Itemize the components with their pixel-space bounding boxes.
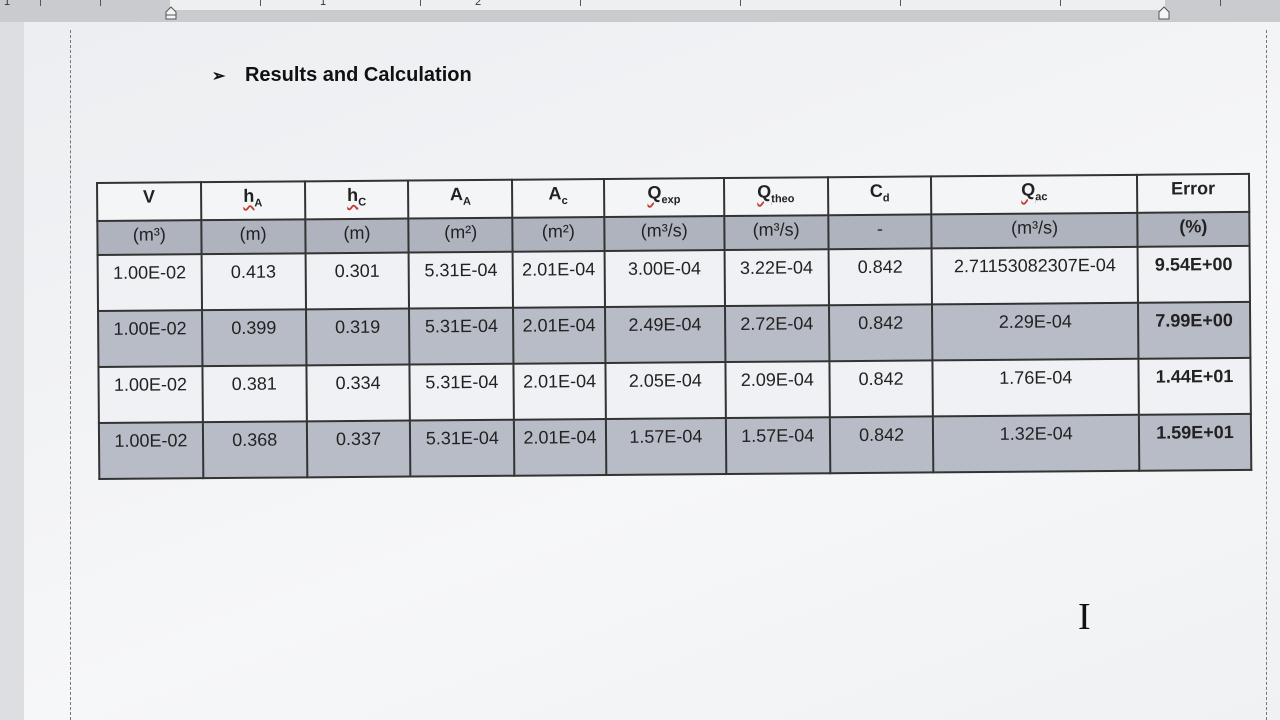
table-cell: 3.22E-04: [724, 249, 829, 307]
unit-cell: -: [827, 214, 932, 250]
table-cell: 2.01E-04: [513, 307, 606, 364]
ruler-tick: [40, 0, 41, 6]
table-row: 1.00E-02 0.368 0.337 5.31E-04 2.01E-04 1…: [98, 413, 1252, 479]
table-cell: 0.301: [305, 252, 410, 310]
table-cell: 1.57E-04: [605, 418, 727, 476]
table-cell: 1.76E-04: [932, 358, 1139, 417]
unit-cell: (m²): [408, 217, 513, 253]
ruler-tick: [900, 0, 901, 6]
table-cell: 0.842: [829, 360, 934, 418]
ruler-tick: [420, 0, 421, 6]
table-cell: 2.72E-04: [724, 305, 830, 363]
header-cell: AA: [408, 179, 513, 219]
table-cell: 1.00E-02: [98, 366, 203, 423]
table-row: 1.00E-02 0.381 0.334 5.31E-04 2.01E-04 2…: [98, 357, 1251, 423]
table-cell: 5.31E-04: [408, 251, 514, 309]
section-heading: ➢ Results and Calculation: [212, 64, 472, 87]
ruler-tick: [260, 0, 261, 6]
table-cell: 0.381: [202, 365, 307, 423]
header-cell: Qac: [931, 174, 1138, 215]
header-cell: V: [97, 182, 202, 221]
table-cell: 2.71153082307E-04: [931, 246, 1138, 305]
ruler-tick: [100, 0, 101, 6]
unit-cell: (m³/s): [604, 216, 725, 252]
unit-cell: (m): [304, 218, 409, 254]
header-cell: hC: [304, 180, 409, 220]
table-cell: 0.842: [829, 416, 934, 474]
header-cell: Cd: [827, 176, 932, 216]
header-cell: Qexp: [603, 178, 725, 218]
unit-cell: (m²): [512, 217, 605, 252]
table-cell: 1.57E-04: [725, 417, 830, 475]
table-cell: 2.29E-04: [932, 302, 1139, 361]
header-cell: Qtheo: [723, 177, 828, 217]
table-cell: 0.337: [306, 420, 411, 478]
table-cell: 0.842: [828, 304, 933, 362]
table-cell: 1.32E-04: [933, 414, 1140, 473]
ruler-number: 1: [4, 0, 11, 8]
table-cell: 1.00E-02: [97, 254, 202, 311]
table-cell: 1.44E+01: [1138, 357, 1251, 415]
table-cell: 2.01E-04: [514, 419, 607, 476]
header-cell: Ac: [512, 179, 605, 218]
table-cell: 5.31E-04: [409, 363, 515, 421]
margin-guide-right: [1266, 30, 1267, 720]
header-cell: hA: [200, 181, 305, 221]
table-cell: 1.59E+01: [1138, 413, 1252, 471]
unit-cell: (m): [201, 219, 306, 255]
table-cell: 2.05E-04: [605, 362, 726, 420]
table-cell: 0.399: [201, 309, 307, 367]
unit-cell: (m³/s): [724, 215, 829, 251]
table-cell: 0.368: [202, 421, 307, 479]
text-cursor-icon: I: [1078, 596, 1091, 638]
table-cell: 0.413: [201, 253, 306, 311]
ruler-tick: [580, 0, 581, 6]
table-cell: 5.31E-04: [410, 419, 515, 477]
table-cell: 0.319: [305, 308, 410, 366]
heading-text: Results and Calculation: [244, 64, 472, 86]
results-table: V hA hC AA Ac Qexp Qtheo Cd Qac Error (m…: [96, 173, 1252, 480]
ruler-tick: [1220, 0, 1221, 6]
table-row: 1.00E-02 0.413 0.301 5.31E-04 2.01E-04 3…: [97, 245, 1250, 311]
unit-cell: (m³/s): [931, 212, 1138, 249]
table-cell: 0.334: [306, 364, 411, 422]
table-cell: 0.842: [828, 248, 933, 306]
vertical-ruler: [0, 22, 24, 720]
table-cell: 2.01E-04: [512, 251, 605, 308]
margin-guide-left: [70, 30, 71, 720]
ruler-number: 1: [320, 0, 327, 8]
horizontal-ruler: 1 1 2: [0, 0, 1280, 23]
ruler-number: 2: [475, 0, 482, 8]
bullet-arrow-icon: ➢: [212, 68, 226, 85]
ruler-tick: [1060, 0, 1061, 6]
table-cell: 1.00E-02: [98, 310, 203, 367]
table-cell: 2.01E-04: [513, 363, 606, 420]
unit-cell: (m³): [97, 220, 202, 255]
table-row: 1.00E-02 0.399 0.319 5.31E-04 2.01E-04 2…: [98, 301, 1251, 367]
table-cell: 1.00E-02: [98, 422, 204, 479]
ruler-text-area: [170, 0, 1165, 10]
table-cell: 5.31E-04: [409, 307, 514, 365]
table-cell: 2.49E-04: [604, 306, 726, 364]
indent-marker-icon[interactable]: [165, 6, 177, 20]
unit-cell: (%): [1137, 211, 1250, 247]
ruler-tick: [740, 0, 741, 6]
right-indent-marker-icon[interactable]: [1158, 6, 1170, 20]
table-cell: 3.00E-04: [604, 250, 725, 308]
table-cell: 2.09E-04: [725, 361, 830, 419]
header-cell: Error: [1136, 173, 1250, 213]
table-cell: 9.54E+00: [1137, 245, 1250, 303]
table-cell: 7.99E+00: [1137, 301, 1251, 359]
